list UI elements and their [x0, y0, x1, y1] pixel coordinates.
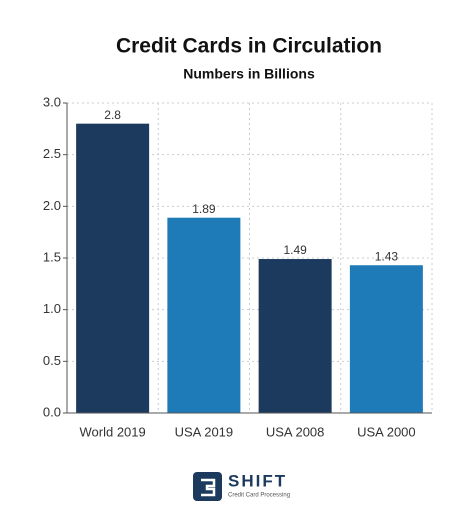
y-tick-label: 3.0 — [43, 94, 61, 109]
logo-glyph — [201, 478, 216, 497]
y-tick-label: 1.0 — [43, 301, 61, 316]
x-tick-label: USA 2019 — [175, 424, 234, 439]
value-label: 1.49 — [283, 243, 307, 257]
bar — [349, 265, 423, 413]
logo: SHIFT Credit Card Processing — [193, 471, 290, 501]
x-tick-label: World 2019 — [80, 424, 146, 439]
chart-title: Credit Cards in Circulation — [116, 35, 382, 58]
value-label: 1.89 — [192, 202, 216, 216]
logo-name: SHIFT — [228, 471, 287, 490]
y-tick-label: 2.0 — [43, 198, 61, 213]
logo-tagline: Credit Card Processing — [228, 493, 290, 499]
value-label: 1.43 — [375, 249, 399, 263]
y-tick-label: 2.5 — [43, 146, 61, 161]
value-label: 2.8 — [104, 108, 121, 122]
x-tick-label: USA 2008 — [266, 424, 325, 439]
chart-subtitle: Numbers in Billions — [183, 66, 315, 82]
x-tick-label: USA 2000 — [357, 424, 416, 439]
y-tick-label: 0.0 — [43, 404, 61, 419]
bar — [258, 259, 332, 413]
bar — [167, 217, 241, 413]
y-tick-label: 0.5 — [43, 353, 61, 368]
bar — [76, 123, 150, 414]
y-tick-label: 1.5 — [43, 249, 61, 264]
